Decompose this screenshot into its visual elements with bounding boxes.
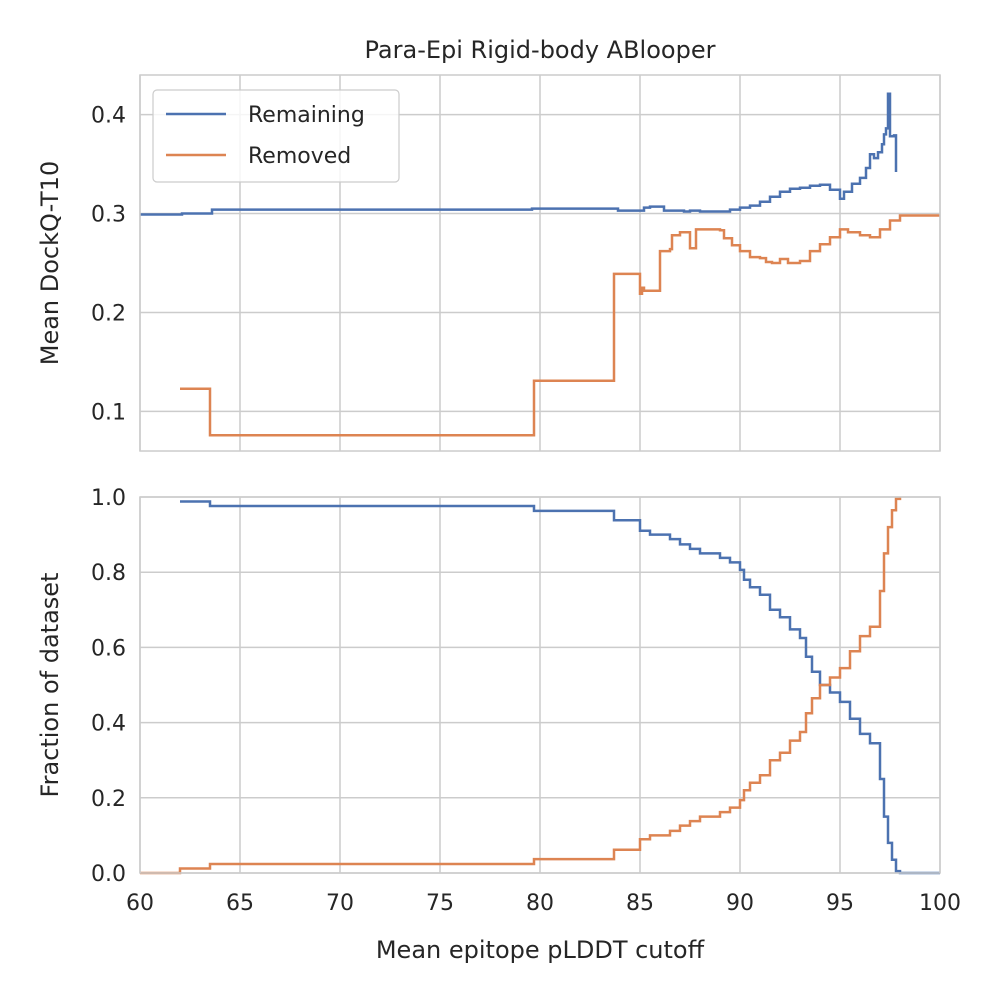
bottom-axes-frame xyxy=(139,496,941,874)
bottom-x-tick-label: 65 xyxy=(226,891,254,916)
bottom-series-layer xyxy=(140,497,940,875)
top-y-tick-label: 0.3 xyxy=(91,203,126,228)
top-y-tick-label: 0.1 xyxy=(91,400,126,425)
bottom-x-tick-label: 85 xyxy=(626,891,654,916)
legend-remaining-label: Remaining xyxy=(248,103,365,128)
bottom-y-tick-label: 0.8 xyxy=(91,561,126,586)
top-panel: 0.1 0.2 0.3 0.4 Para-Epi Rigid-body ABloope… xyxy=(36,36,941,452)
top-y-tick-label: 0.4 xyxy=(91,104,126,129)
bottom-panel: 0.0 0.2 0.4 0.6 0.8 1.0 60 65 70 75 80 85 90 95 100 F… xyxy=(36,486,961,964)
top-chart-title: Para-Epi Rigid-body ABlooper xyxy=(365,36,716,64)
bottom-x-tick-label: 75 xyxy=(426,891,454,916)
top-series-remaining-line xyxy=(140,92,898,216)
bottom-x-tick-labels: 60 65 70 75 80 85 90 95 100 xyxy=(126,891,961,916)
bottom-y-tick-label: 1.0 xyxy=(91,486,126,511)
top-series-layer xyxy=(140,92,940,437)
legend: Remaining Removed xyxy=(152,89,400,183)
bottom-y-tick-labels: 0.0 0.2 0.4 0.6 0.8 1.0 xyxy=(91,486,126,887)
bottom-y-axis-label: Fraction of dataset xyxy=(36,573,64,798)
bottom-x-tick-label: 80 xyxy=(526,891,554,916)
bottom-y-tick-label: 0.4 xyxy=(91,712,126,737)
top-y-tick-labels: 0.1 0.2 0.3 0.4 xyxy=(91,104,126,426)
bottom-x-tick-label: 60 xyxy=(126,891,154,916)
top-y-axis-label: Mean DockQ-T10 xyxy=(36,161,64,366)
bottom-x-tick-label: 90 xyxy=(726,891,754,916)
bottom-series-removed-line xyxy=(140,497,902,875)
bottom-x-axis-label: Mean epitope pLDDT cutoff xyxy=(376,936,705,964)
top-axes-frame xyxy=(139,74,941,452)
top-y-tick-label: 0.2 xyxy=(91,301,126,326)
bottom-y-tick-label: 0.0 xyxy=(91,862,126,887)
bottom-y-tick-label: 0.6 xyxy=(91,636,126,661)
bottom-x-tick-label: 100 xyxy=(919,891,961,916)
legend-removed-label: Removed xyxy=(248,144,351,169)
bottom-x-tick-label: 70 xyxy=(326,891,354,916)
top-series-removed-line xyxy=(180,214,940,437)
bottom-y-tick-label: 0.2 xyxy=(91,787,126,812)
bottom-series-remaining-line xyxy=(180,500,940,875)
bottom-x-tick-label: 95 xyxy=(826,891,854,916)
